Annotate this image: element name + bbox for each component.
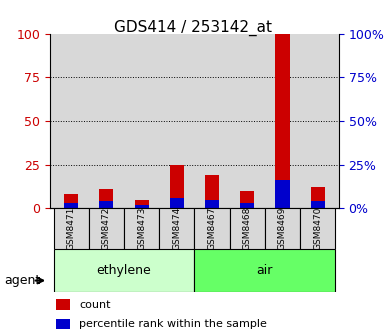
Bar — [240, 191, 254, 208]
Bar — [275, 180, 290, 208]
Bar — [64, 194, 78, 208]
Bar — [135, 205, 149, 208]
Bar — [240, 203, 254, 208]
Text: GSM8473: GSM8473 — [137, 207, 146, 250]
Bar — [311, 201, 325, 208]
Text: GSM8474: GSM8474 — [172, 207, 181, 250]
Text: GSM8472: GSM8472 — [102, 207, 111, 250]
Bar — [64, 203, 78, 208]
FancyBboxPatch shape — [124, 208, 159, 249]
Bar — [205, 175, 219, 208]
Text: GSM8469: GSM8469 — [278, 207, 287, 250]
Bar — [99, 201, 114, 208]
Text: GSM8467: GSM8467 — [208, 207, 216, 250]
FancyBboxPatch shape — [265, 208, 300, 249]
Text: air: air — [257, 264, 273, 277]
Bar — [170, 198, 184, 208]
FancyBboxPatch shape — [54, 208, 89, 249]
Bar — [56, 299, 70, 310]
FancyBboxPatch shape — [54, 249, 194, 292]
Bar — [275, 34, 290, 208]
Bar — [99, 189, 114, 208]
Text: GSM8471: GSM8471 — [67, 207, 76, 250]
Bar — [311, 187, 325, 208]
Text: GSM8468: GSM8468 — [243, 207, 252, 250]
Text: agent: agent — [4, 274, 40, 287]
Text: GSM8470: GSM8470 — [313, 207, 322, 250]
FancyBboxPatch shape — [194, 249, 335, 292]
Text: GDS414 / 253142_at: GDS414 / 253142_at — [114, 20, 271, 36]
Bar — [135, 200, 149, 208]
Text: percentile rank within the sample: percentile rank within the sample — [79, 319, 267, 329]
Bar — [56, 319, 70, 329]
Bar — [205, 200, 219, 208]
FancyBboxPatch shape — [89, 208, 124, 249]
FancyBboxPatch shape — [159, 208, 194, 249]
FancyBboxPatch shape — [229, 208, 265, 249]
Text: ethylene: ethylene — [97, 264, 151, 277]
FancyBboxPatch shape — [194, 208, 229, 249]
FancyBboxPatch shape — [300, 208, 335, 249]
Text: count: count — [79, 300, 110, 309]
Bar — [170, 165, 184, 208]
